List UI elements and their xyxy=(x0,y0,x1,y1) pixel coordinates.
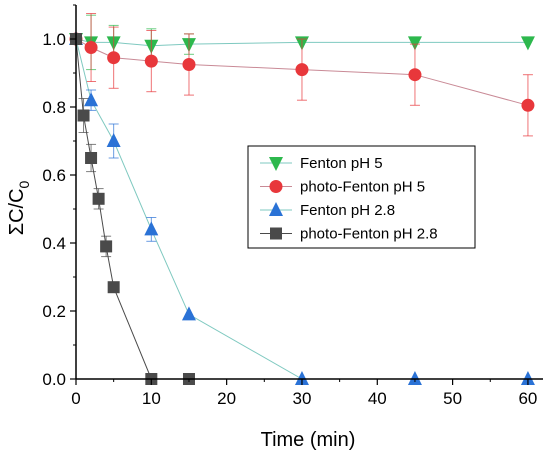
y-axis-title-sub: 0 xyxy=(16,180,32,188)
x-tick-label: 10 xyxy=(142,389,161,408)
y-tick-label: 0.0 xyxy=(42,370,66,389)
x-tick-label: 20 xyxy=(217,389,236,408)
data-point xyxy=(407,371,422,385)
svg-text:ΣC/C0: ΣC/C0 xyxy=(6,180,32,235)
data-point xyxy=(182,58,196,71)
data-point xyxy=(84,92,99,107)
legend-marker xyxy=(269,202,283,216)
data-point xyxy=(181,306,196,321)
legend-marker xyxy=(269,180,283,193)
y-tick-label: 0.8 xyxy=(42,98,66,117)
x-tick-label: 0 xyxy=(71,389,80,408)
data-point xyxy=(85,152,98,164)
series-1 xyxy=(69,13,535,137)
series-layer xyxy=(69,13,535,385)
data-point xyxy=(107,281,120,294)
x-tick-label: 60 xyxy=(518,389,537,408)
data-point xyxy=(408,68,422,82)
data-point xyxy=(84,41,98,54)
legend-marker xyxy=(269,157,283,171)
legend-label: Fenton pH 2.8 xyxy=(300,202,395,219)
data-point xyxy=(100,240,113,253)
data-point xyxy=(520,36,535,51)
data-point xyxy=(294,371,309,385)
data-point xyxy=(521,98,535,112)
legend-label: photo-Fenton pH 2.8 xyxy=(300,226,438,243)
legend-marker xyxy=(270,227,282,240)
axes-layer: 0 10 20 30 40 50 60 0.0 0.2 0.4 0.6 0.8 1.0 xyxy=(42,4,543,408)
x-tick-label: 30 xyxy=(293,389,312,408)
data-point xyxy=(520,371,535,385)
y-tick-label: 0.6 xyxy=(42,166,66,185)
data-point xyxy=(144,54,158,68)
y-tick-label: 0.2 xyxy=(42,302,66,321)
series-3 xyxy=(70,33,195,385)
data-point xyxy=(144,221,159,236)
legend: Fenton pH 5 photo-Fenton pH 5 Fenton pH 2.… xyxy=(247,145,476,249)
legend-label: photo-Fenton pH 5 xyxy=(300,179,425,196)
y-axis-title-main: ΣC/C xyxy=(6,188,28,235)
series-line xyxy=(75,38,189,380)
data-point xyxy=(407,36,422,51)
x-axis-title: Time (min) xyxy=(261,429,356,451)
data-point xyxy=(106,133,121,147)
x-tick-label: 40 xyxy=(368,389,387,408)
y-tick-label: 0.4 xyxy=(42,234,66,253)
data-point xyxy=(77,109,90,122)
data-point xyxy=(92,192,105,205)
data-point xyxy=(295,63,309,77)
y-axis-title: ΣC/C0 xyxy=(6,180,32,235)
legend-label: Fenton pH 5 xyxy=(300,155,383,172)
y-tick-label: 1.0 xyxy=(42,30,66,49)
x-tick-label: 50 xyxy=(443,389,462,408)
data-point xyxy=(107,51,121,65)
